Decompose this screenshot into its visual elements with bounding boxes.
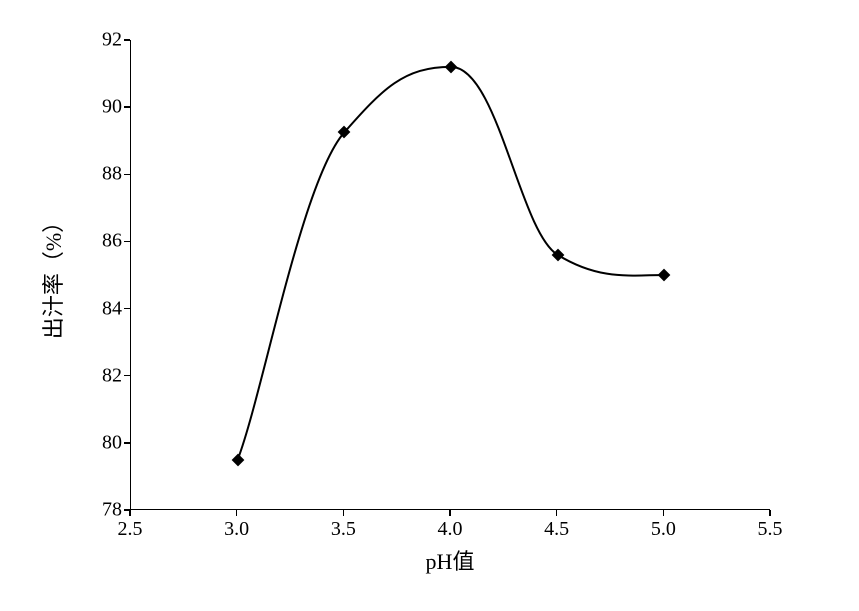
y-tick [124,442,130,444]
y-tick [124,174,130,176]
y-tick-label: 92 [92,29,122,52]
y-tick-label: 86 [92,230,122,253]
y-tick [124,241,130,243]
x-tick-label: 4.0 [438,518,463,541]
y-tick [124,375,130,377]
x-tick [769,510,771,516]
x-axis-label: pH值 [426,544,475,576]
chart-line [238,67,665,460]
chart-container: pH值 出汁率（%） 2.53.03.54.04.55.05.578808284… [0,0,859,611]
plot-area [130,40,770,510]
x-tick-label: 3.0 [224,518,249,541]
x-tick-label: 4.5 [544,518,569,541]
chart-line-layer [131,40,771,510]
x-tick [663,510,665,516]
y-tick-label: 82 [92,364,122,387]
x-tick [449,510,451,516]
x-tick-label: 3.5 [331,518,356,541]
x-tick-label: 5.0 [651,518,676,541]
y-tick-label: 84 [92,297,122,320]
x-tick [129,510,131,516]
y-tick [124,106,130,108]
x-tick-label: 5.5 [758,518,783,541]
y-tick-label: 80 [92,431,122,454]
x-tick [236,510,238,516]
x-tick [556,510,558,516]
y-tick [124,509,130,511]
y-tick-label: 78 [92,499,122,522]
y-tick-label: 88 [92,163,122,186]
y-tick [124,39,130,41]
x-tick [343,510,345,516]
y-axis-label: 出汁率（%） [36,211,68,339]
y-tick [124,308,130,310]
y-tick-label: 90 [92,96,122,119]
